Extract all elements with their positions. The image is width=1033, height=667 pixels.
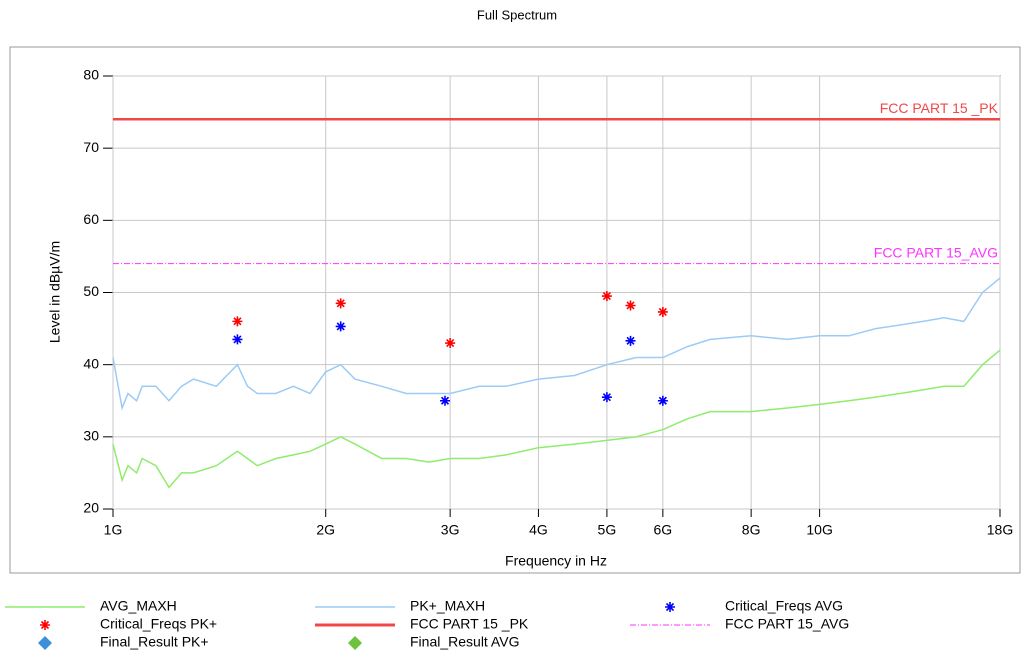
x-tick-label: 4G xyxy=(529,522,548,538)
legend-label: FCC PART 15_AVG xyxy=(725,616,849,632)
star-marker xyxy=(335,298,346,309)
y-tick-label: 80 xyxy=(83,67,99,83)
legend-label: Critical_Freqs PK+ xyxy=(100,616,217,632)
star-marker xyxy=(439,395,450,406)
star-marker xyxy=(335,321,346,332)
x-tick-label: 18G xyxy=(987,522,1013,538)
y-tick-label: 50 xyxy=(83,283,99,299)
limit-label: FCC PART 15_AVG xyxy=(874,244,998,260)
legend-label: PK+_MAXH xyxy=(410,598,485,614)
legend-label: FCC PART 15 _PK xyxy=(410,616,529,632)
star-marker xyxy=(601,392,612,403)
star-marker xyxy=(665,602,675,612)
star-marker xyxy=(657,395,668,406)
x-tick-label: 8G xyxy=(742,522,761,538)
x-axis-label: Frequency in Hz xyxy=(505,553,607,569)
trace-line xyxy=(112,277,1001,411)
trace-line xyxy=(112,349,1001,489)
star-marker xyxy=(625,300,636,311)
diamond-marker xyxy=(348,636,362,650)
x-tick-label: 10G xyxy=(806,522,832,538)
x-tick-label: 3G xyxy=(441,522,460,538)
legend-label: Final_Result AVG xyxy=(410,634,519,650)
y-tick-label: 70 xyxy=(83,139,99,155)
legend-label: AVG_MAXH xyxy=(100,598,177,614)
y-tick-label: 30 xyxy=(83,428,99,444)
star-marker xyxy=(40,620,50,630)
legend-label: Critical_Freqs AVG xyxy=(725,598,843,614)
star-marker xyxy=(232,316,243,327)
star-marker xyxy=(445,338,456,349)
y-tick-label: 60 xyxy=(83,211,99,227)
x-tick-label: 6G xyxy=(654,522,673,538)
legend-label: Final_Result PK+ xyxy=(100,634,209,650)
x-tick-label: 2G xyxy=(316,522,335,538)
star-marker xyxy=(601,291,612,302)
y-tick-label: 40 xyxy=(83,355,99,371)
chart-frame xyxy=(9,46,1021,574)
x-tick-label: 5G xyxy=(598,522,617,538)
star-marker xyxy=(657,306,668,317)
limit-label: FCC PART 15 _PK xyxy=(880,100,999,116)
star-marker xyxy=(232,334,243,345)
x-tick-label: 1G xyxy=(104,522,123,538)
y-axis-label: Level in dBµV/m xyxy=(47,241,63,343)
star-marker xyxy=(625,335,636,346)
y-tick-label: 20 xyxy=(83,500,99,516)
diamond-marker xyxy=(38,636,52,650)
chart-title: Full Spectrum xyxy=(477,7,557,22)
